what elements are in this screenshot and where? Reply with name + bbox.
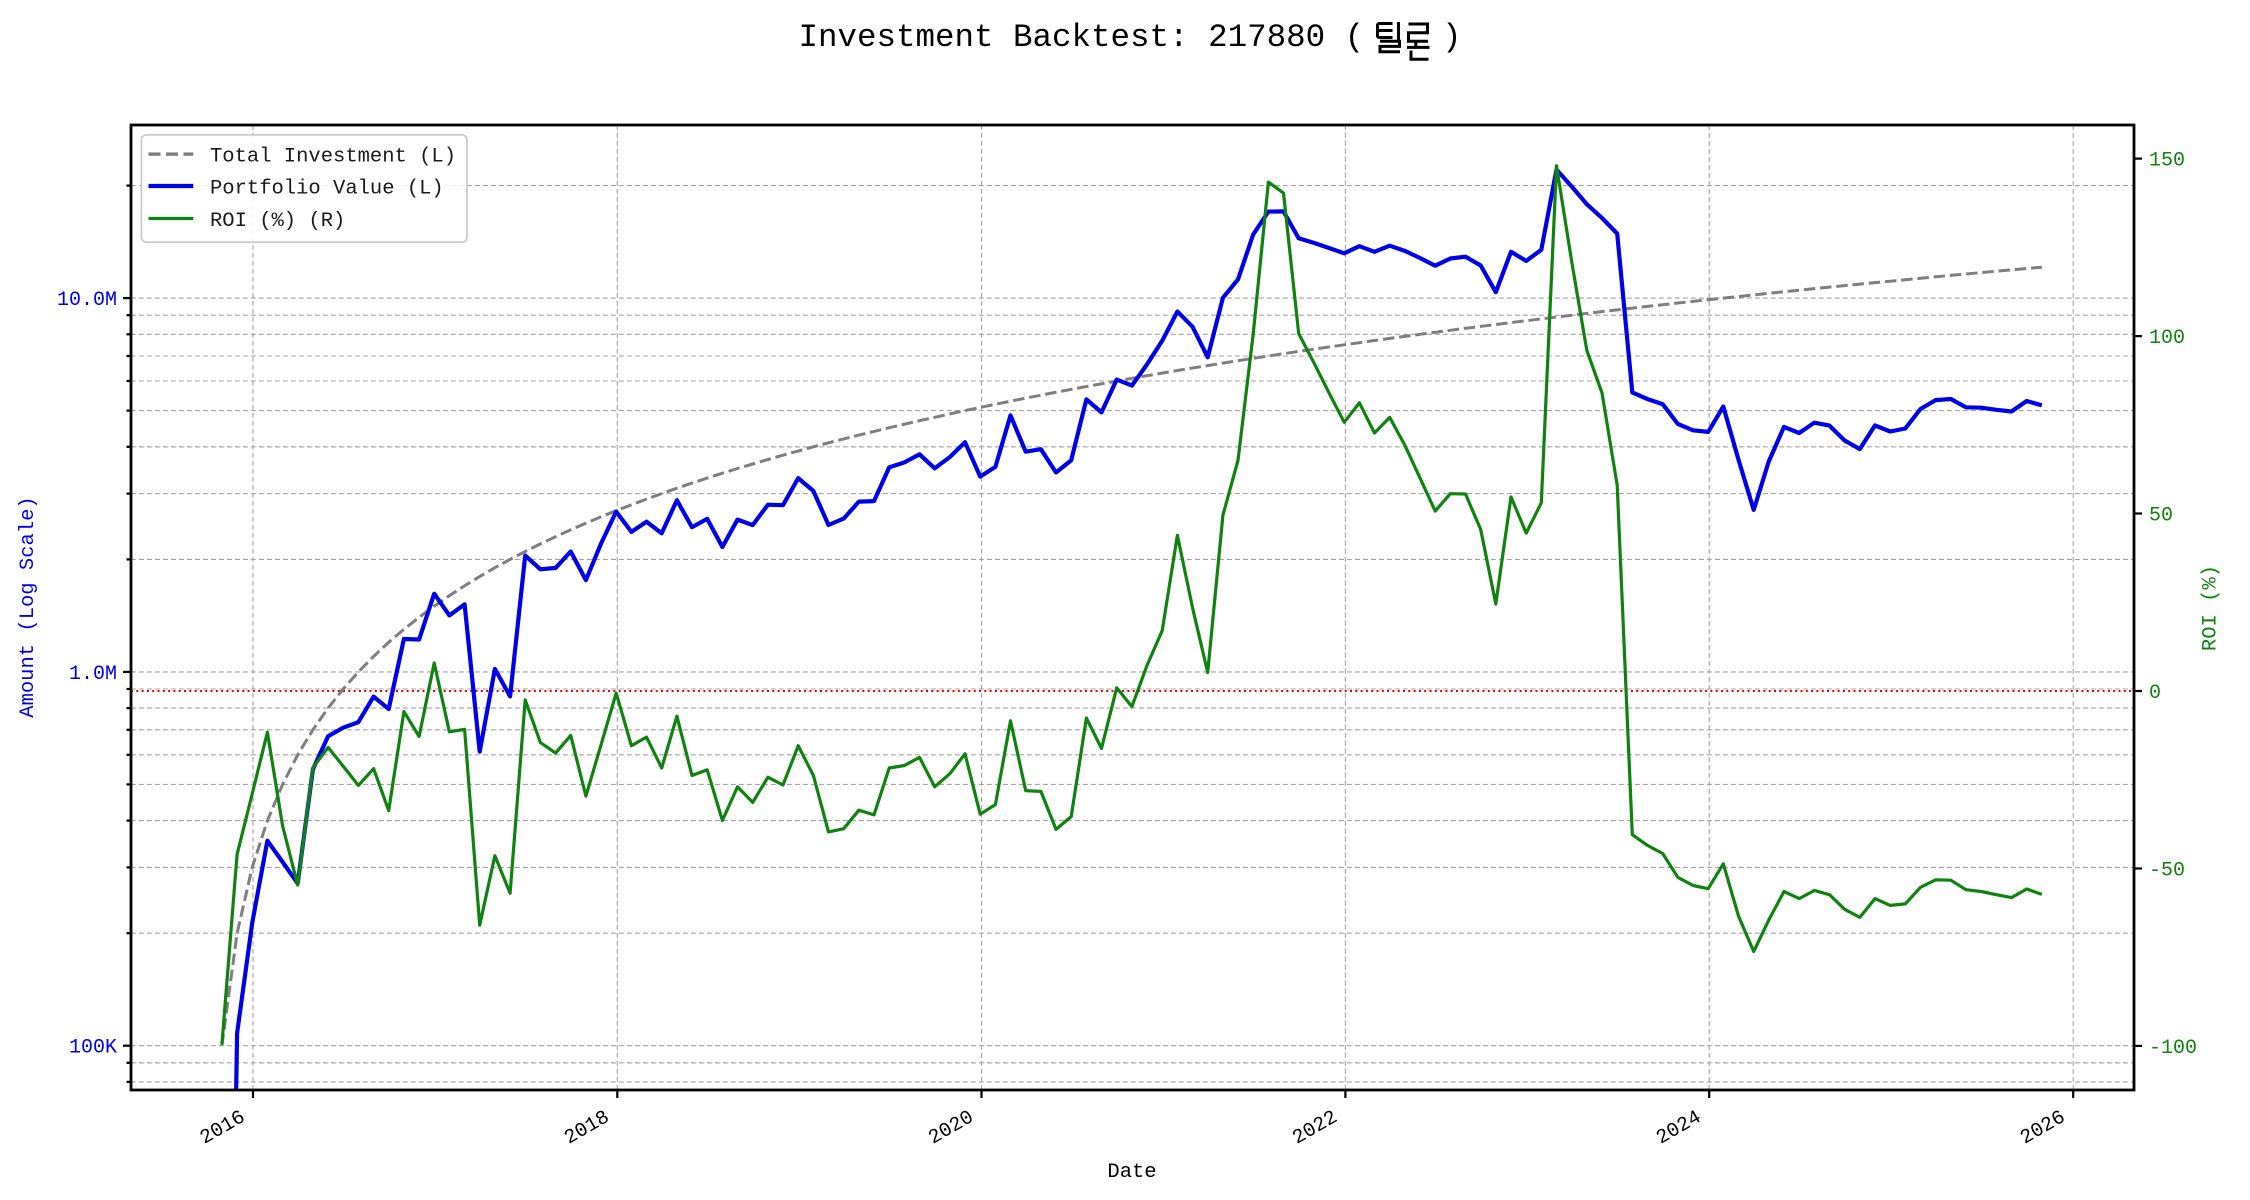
svg-text:ROI (%) (R): ROI (%) (R) <box>210 210 345 233</box>
svg-text:0: 0 <box>2149 682 2161 705</box>
svg-text:Total Investment (L): Total Investment (L) <box>210 146 456 169</box>
svg-text:Portfolio Value (L): Portfolio Value (L) <box>210 178 444 201</box>
svg-text:-50: -50 <box>2149 860 2185 883</box>
svg-text:150: 150 <box>2149 150 2185 173</box>
svg-text:50: 50 <box>2149 505 2173 528</box>
svg-text:ROI (%): ROI (%) <box>2200 565 2223 651</box>
svg-text:100: 100 <box>2149 327 2185 350</box>
svg-text:Investment Backtest: 217880 (: Investment Backtest: 217880 ( <box>799 19 1365 56</box>
svg-text:): ) <box>1442 19 1462 56</box>
svg-text:Date: Date <box>1107 1161 1156 1184</box>
svg-text:100K: 100K <box>69 1037 117 1060</box>
svg-text:Amount (Log Scale): Amount (Log Scale) <box>17 496 40 717</box>
svg-text:1.0M: 1.0M <box>69 663 117 686</box>
svg-text:-100: -100 <box>2149 1037 2197 1060</box>
svg-text:10.0M: 10.0M <box>57 289 117 312</box>
